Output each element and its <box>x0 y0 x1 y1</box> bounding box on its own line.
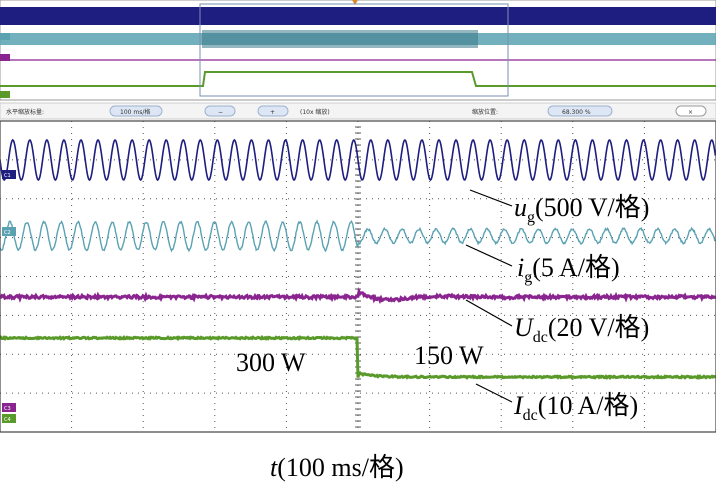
channel-tag-label: C3 <box>4 406 11 412</box>
channel-tag-label: C2 <box>4 230 11 236</box>
label-udc-scale: (20 V/格) <box>548 313 649 342</box>
x-axis-label: t(100 ms/格) <box>270 453 404 482</box>
position-label: 缩放位置: <box>472 108 498 116</box>
overview-channel-tag <box>0 9 10 16</box>
label-ig-sub: g <box>524 269 532 286</box>
channel-tag-label: C1 <box>4 173 11 179</box>
label-ug: ug(500 V/格) <box>514 193 649 226</box>
label-ig-scale: (5 A/格) <box>532 253 619 282</box>
zoom-minus-label: − <box>218 109 223 116</box>
label-udc-sub: dc <box>533 329 548 346</box>
overview-channel-tag <box>0 33 10 40</box>
annotation-150w: 150 W <box>414 341 484 370</box>
zoom-label: 水平缩放标量: <box>6 108 44 116</box>
label-ug-sub: g <box>527 209 535 226</box>
overview-channel-tag <box>0 91 10 98</box>
channel-tag-label: C4 <box>4 417 11 423</box>
x-axis-label-rest: (100 ms/格) <box>277 453 403 482</box>
oscilloscope-screen: 水平缩放标量: 100 ms/格 − + (10x 缩放) 缩放位置: 68.3… <box>0 0 716 489</box>
label-idc-sub: dc <box>523 407 538 424</box>
label-ug-scale: (500 V/格) <box>535 193 649 222</box>
timebase-value: 100 ms/格 <box>120 108 150 116</box>
overview-ig-zoomed <box>202 30 478 48</box>
overview-ug <box>0 7 716 25</box>
position-value: 68.300 % <box>562 109 591 116</box>
overview-channel-tag <box>0 54 10 61</box>
label-ig: ig(5 A/格) <box>517 253 620 286</box>
close-icon: × <box>688 109 693 116</box>
label-ug-main: u <box>514 193 527 222</box>
zoom-plus-label: + <box>270 109 275 116</box>
label-idc-scale: (10 A/格) <box>538 391 638 420</box>
label-ig-main: i <box>517 253 524 282</box>
zoom-factor: (10x 缩放) <box>300 108 330 116</box>
annotation-300w: 300 W <box>236 348 306 377</box>
